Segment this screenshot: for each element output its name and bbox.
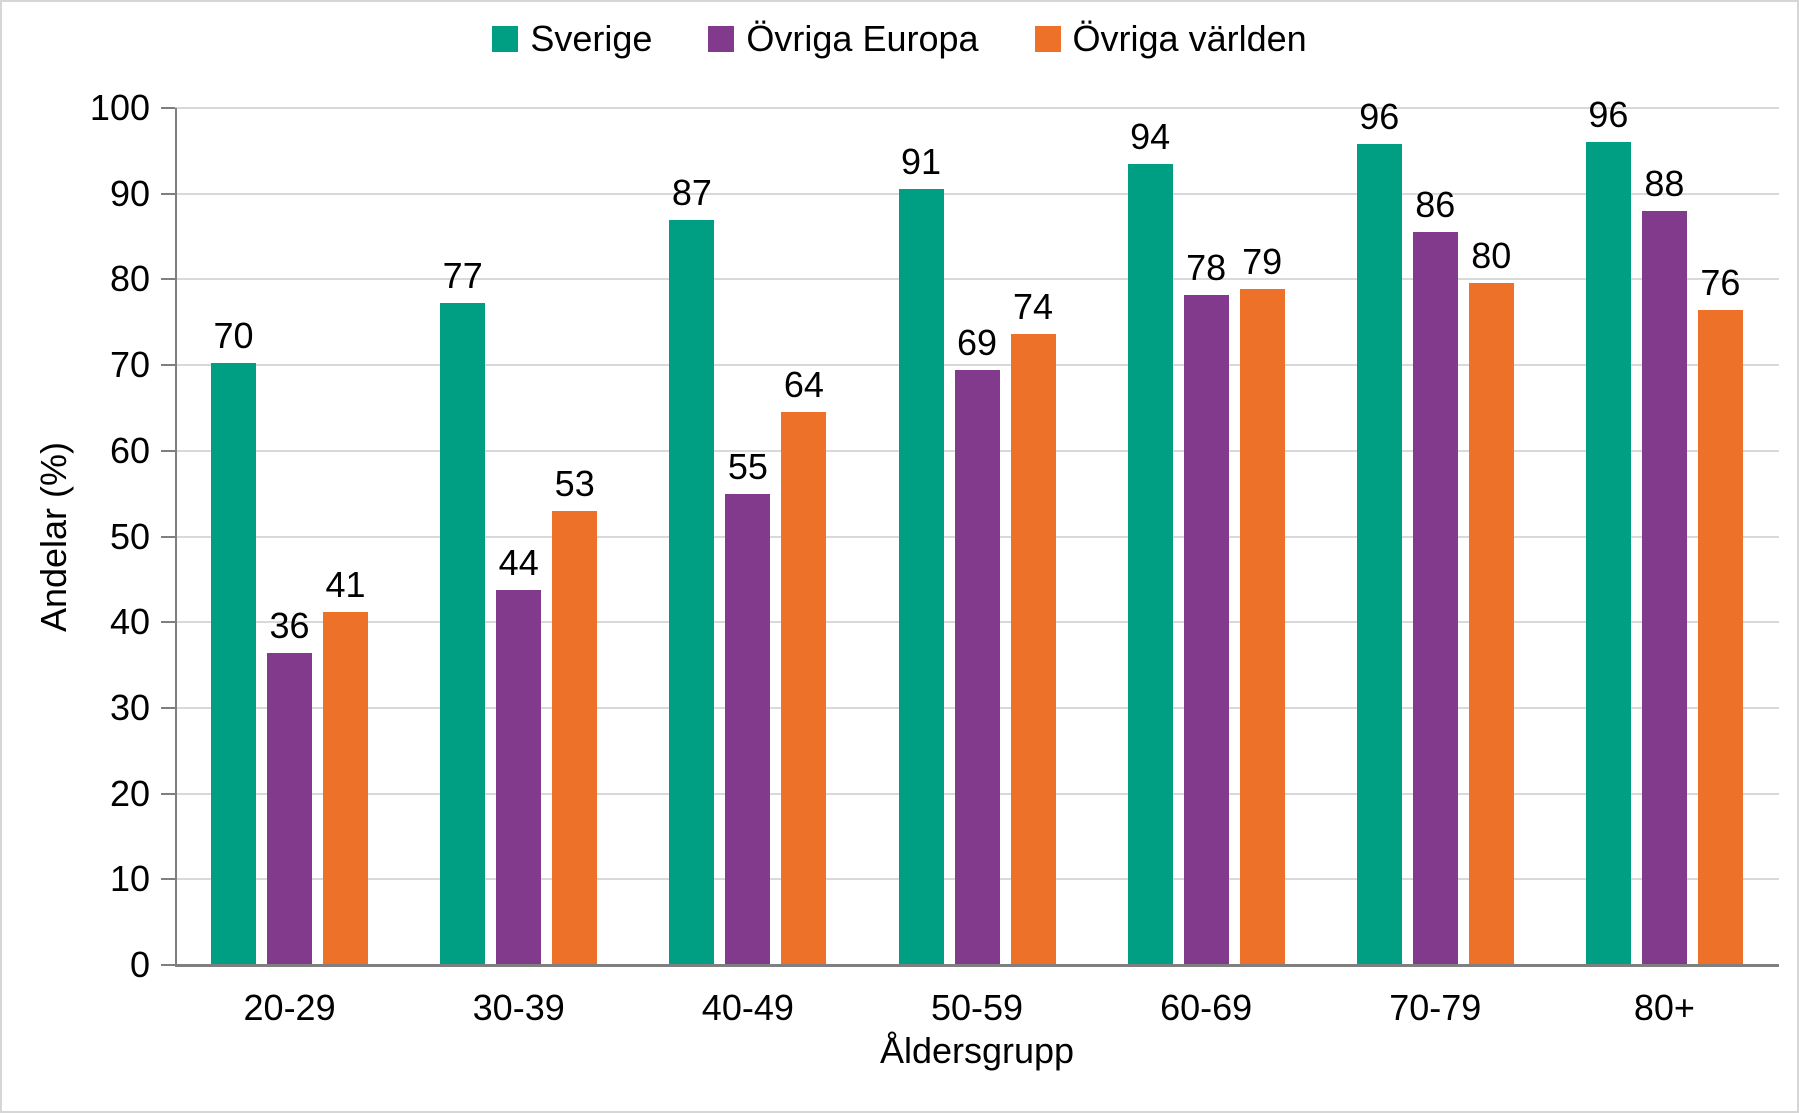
legend-label: Sverige [530,18,653,59]
y-tick-mark [161,535,175,538]
bar--vriga-v-rlden-20-29 [323,611,369,965]
bar-value-label: 96 [1359,95,1400,137]
y-tick-mark [161,621,175,624]
y-tick-mark [161,107,175,109]
x-category-label: 30-39 [472,987,565,1028]
bar--vriga-v-rlden-50-59 [1010,334,1056,965]
bar-value-label: 77 [442,254,483,296]
chart-legend: Sverige Övriga Europa Övriga världen [2,18,1797,60]
bar-value-label: 53 [554,462,595,504]
legend-label: Övriga världen [1072,18,1307,59]
bar--vriga-europa-60-69 [1183,294,1229,965]
bar--vriga-v-rlden-60-69 [1239,288,1285,965]
bar-value-label: 78 [1186,246,1227,288]
y-tick-label: 10 [109,858,150,900]
x-axis-line [175,964,1779,967]
y-gridline [175,107,1779,109]
y-tick-label: 80 [109,258,150,300]
y-tick-label: 50 [109,515,150,557]
bar--vriga-europa-70-79 [1412,232,1458,965]
y-tick-mark [161,964,175,966]
bar-value-label: 94 [1130,115,1171,157]
bar-value-label: 55 [727,445,768,487]
bar-value-label: 80 [1471,234,1512,276]
y-tick-label: 90 [109,172,150,214]
bar--vriga-europa-40-49 [725,493,771,965]
y-tick-mark [161,878,175,881]
y-gridline [175,364,1779,367]
bar--vriga-europa-30-39 [496,589,542,965]
bar-value-label: 76 [1700,262,1741,304]
bar-value-label: 88 [1644,162,1685,204]
bar-value-label: 96 [1588,94,1629,136]
bar-sverige-70-79 [1356,143,1402,965]
bar--vriga-v-rlden-80+ [1697,310,1743,965]
bar-value-label: 64 [783,364,824,406]
bar-value-label: 41 [325,563,366,605]
bar--vriga-v-rlden-40-49 [781,412,827,965]
legend-item-3: Övriga världen [1034,18,1307,60]
y-tick-mark [161,364,175,367]
y-tick-mark [161,792,175,795]
bar-value-label: 87 [671,172,712,214]
x-category-label: 60-69 [1160,987,1253,1028]
legend-label: Övriga Europa [746,18,979,59]
y-tick-label: 20 [109,772,150,814]
y-gridline [175,278,1779,281]
bar--vriga-europa-50-59 [954,370,1000,965]
bar-sverige-60-69 [1127,163,1173,965]
bar--vriga-v-rlden-70-79 [1468,282,1514,965]
legend-item-2: Övriga Europa [708,18,979,60]
y-gridline [175,192,1779,195]
y-tick-label: 70 [109,344,150,386]
y-tick-label: 30 [109,686,150,728]
x-category-label: 70-79 [1389,987,1482,1028]
bar-sverige-50-59 [898,189,944,965]
bar-sverige-20-29 [211,362,257,965]
y-tick-label: 100 [89,87,150,128]
x-category-label: 20-29 [243,987,336,1028]
y-tick-label: 60 [109,429,150,471]
bar--vriga-europa-20-29 [267,653,313,965]
y-axis-title: Andelar (%) [33,441,74,633]
x-axis-title: Åldersgrupp [879,1030,1075,1071]
bar-value-label: 91 [900,141,942,183]
y-tick-label: 0 [129,944,150,985]
bar-value-label: 44 [498,541,539,583]
legend-swatch-icon [492,26,519,52]
bar-value-label: 79 [1242,240,1283,282]
x-category-label: 50-59 [930,987,1024,1028]
legend-swatch-icon [708,26,735,52]
x-category-label: 40-49 [701,987,794,1028]
bar-value-label: 86 [1415,184,1456,226]
y-tick-label: 40 [109,601,150,643]
legend-swatch-icon [1034,26,1061,52]
bar-value-label: 70 [213,314,254,356]
bar-value-label: 69 [956,322,998,364]
bar--vriga-europa-80+ [1641,210,1687,965]
bar--vriga-v-rlden-30-39 [552,510,598,965]
x-category-label: 80+ [1633,987,1695,1028]
bar-sverige-30-39 [440,302,486,965]
y-tick-mark [161,706,175,709]
bar-sverige-80+ [1585,142,1631,965]
legend-item-1: Sverige [492,18,652,60]
bar-value-label: 36 [269,605,310,647]
bar-value-label: 74 [1012,286,1054,328]
bar-sverige-40-49 [669,220,715,965]
y-tick-mark [161,278,175,281]
y-tick-mark [161,449,175,452]
y-axis-line [175,108,177,965]
y-tick-mark [161,192,175,195]
